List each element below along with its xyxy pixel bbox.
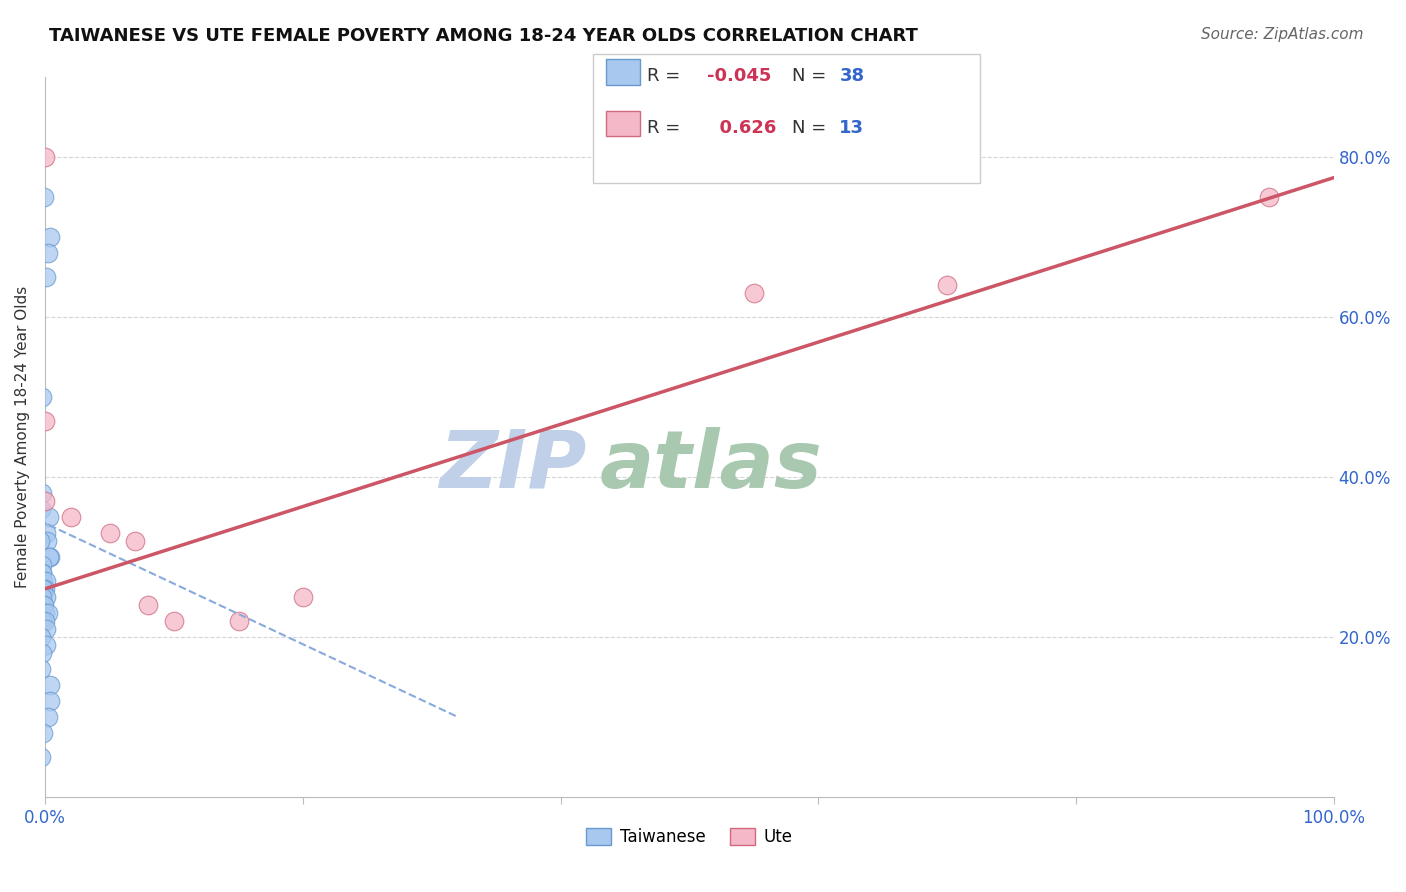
Text: TAIWANESE VS UTE FEMALE POVERTY AMONG 18-24 YEAR OLDS CORRELATION CHART: TAIWANESE VS UTE FEMALE POVERTY AMONG 18… — [49, 27, 918, 45]
Point — [32, 726, 55, 740]
Y-axis label: Female Poverty Among 18-24 Year Olds: Female Poverty Among 18-24 Year Olds — [15, 286, 30, 588]
Text: R =: R = — [647, 119, 686, 136]
Point — [34, 582, 56, 596]
Point — [32, 598, 55, 612]
Text: 0.626: 0.626 — [707, 119, 776, 136]
Point — [38, 678, 60, 692]
Point — [34, 150, 56, 164]
Text: -0.045: -0.045 — [707, 67, 772, 85]
Point — [30, 534, 52, 549]
Point — [32, 598, 55, 612]
Point — [30, 502, 52, 516]
Text: ZIP: ZIP — [439, 427, 586, 505]
Point — [31, 590, 53, 604]
Text: 13: 13 — [839, 119, 865, 136]
Point — [39, 230, 62, 244]
Legend: Taiwanese, Ute: Taiwanese, Ute — [579, 822, 800, 853]
Point — [30, 662, 52, 676]
Text: Source: ZipAtlas.com: Source: ZipAtlas.com — [1201, 27, 1364, 42]
Point — [37, 246, 59, 260]
Point — [35, 590, 58, 604]
Point — [138, 598, 160, 612]
Point — [742, 286, 765, 301]
Point — [35, 622, 58, 636]
Point — [32, 190, 55, 204]
Point — [60, 510, 83, 524]
Point — [31, 390, 53, 404]
Point — [163, 614, 186, 628]
Point — [35, 270, 58, 285]
Point — [936, 278, 959, 293]
Point — [31, 614, 53, 628]
Text: N =: N = — [792, 67, 831, 85]
Point — [39, 549, 62, 564]
Text: atlas: atlas — [599, 427, 823, 505]
Point — [34, 606, 56, 620]
Point — [31, 558, 53, 572]
Point — [98, 526, 121, 541]
Point — [35, 638, 58, 652]
Point — [228, 614, 250, 628]
Point — [38, 549, 60, 564]
Point — [291, 590, 314, 604]
Point — [37, 606, 59, 620]
Text: 38: 38 — [839, 67, 865, 85]
Point — [31, 566, 53, 580]
Point — [1258, 190, 1281, 204]
Text: R =: R = — [647, 67, 686, 85]
Text: N =: N = — [792, 119, 831, 136]
Point — [32, 574, 55, 588]
Point — [38, 510, 60, 524]
Point — [31, 486, 53, 500]
Point — [31, 646, 53, 660]
Point — [35, 526, 58, 541]
Point — [34, 414, 56, 428]
Point — [32, 582, 55, 596]
Point — [30, 630, 52, 644]
Point — [31, 566, 53, 580]
Point — [124, 534, 146, 549]
Point — [34, 494, 56, 508]
Point — [34, 574, 56, 588]
Point — [37, 534, 59, 549]
Point — [34, 614, 56, 628]
Point — [39, 694, 62, 708]
Point — [30, 749, 52, 764]
Point — [37, 710, 59, 724]
